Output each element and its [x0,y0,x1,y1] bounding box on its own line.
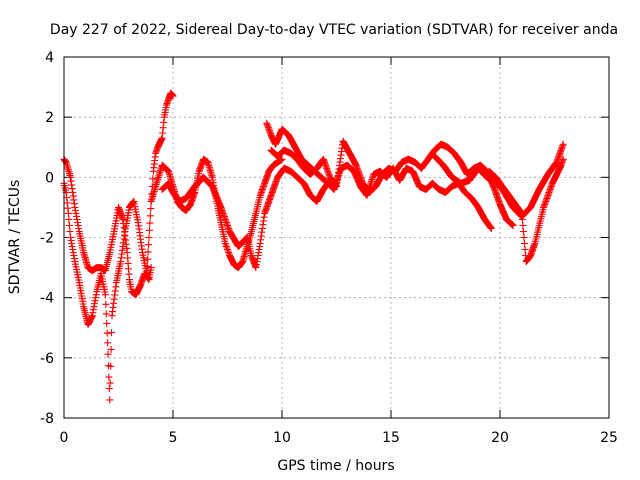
marker-track [158,164,334,272]
x-axis-label: GPS time / hours [277,458,394,474]
y-tick-label: -4 [40,291,54,307]
x-tick-label: 0 [60,430,69,446]
data-points [60,89,567,404]
chart-title: Day 227 of 2022, Sidereal Day-to-day VTE… [50,22,618,38]
marker-track [60,89,177,404]
series-track-c [147,155,286,272]
y-tick-label: 0 [45,170,54,186]
y-axis-label: SDTVAR / TECUs [7,180,23,295]
marker-track [147,155,286,272]
x-tick-label: 5 [169,430,178,446]
x-axis-ticks: 0 5 10 15 20 25 [60,57,618,446]
y-tick-label: 4 [45,50,54,66]
series-track-a [60,89,177,404]
x-tick-label: 20 [491,430,509,446]
y-tick-label: -6 [40,351,54,367]
x-tick-label: 15 [382,430,400,446]
plot-frame [63,56,610,419]
y-tick-label: 2 [45,110,54,126]
series-track-d [158,164,334,272]
y-tick-label: -2 [40,231,54,247]
x-tick-label: 10 [273,430,291,446]
x-tick-label: 25 [600,430,618,446]
marker-track [485,155,567,266]
y-axis-ticks: -8 -6 -4 -2 0 2 4 [40,50,609,427]
series-track-h [485,155,567,266]
y-tick-label: -8 [40,411,54,427]
